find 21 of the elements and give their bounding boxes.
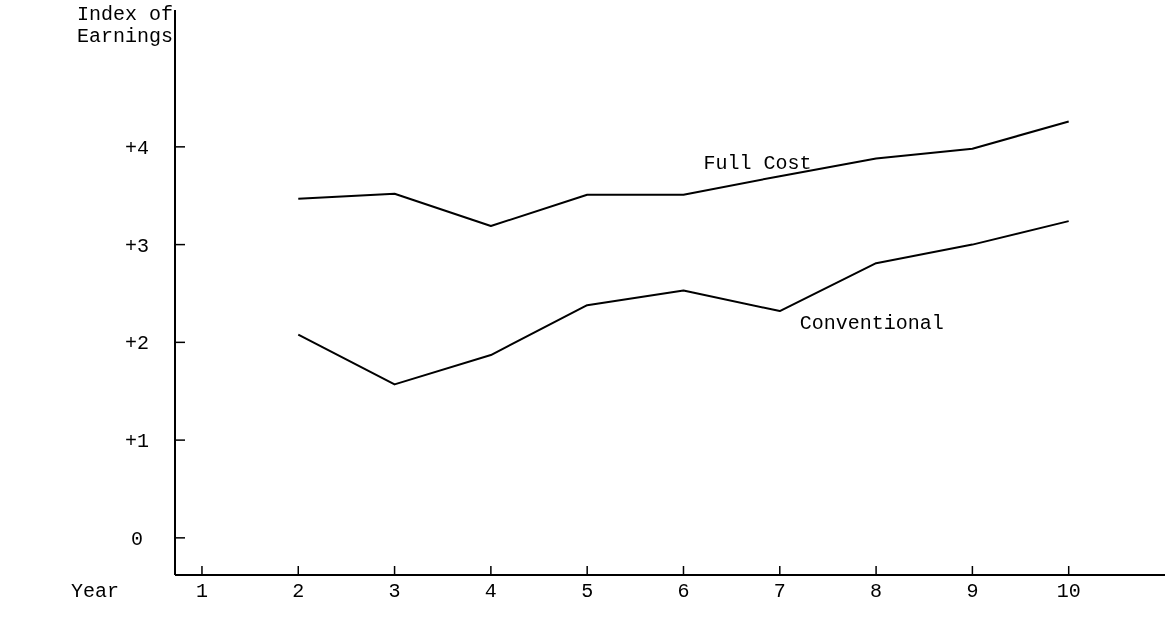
x-tick-label: 9: [966, 580, 979, 603]
y-axis-title: Index of Earnings: [76, 3, 173, 48]
series-label: Conventional: [799, 312, 944, 336]
x-tick-label: 3: [388, 580, 401, 603]
y-tick-label: 0: [130, 527, 144, 551]
line-series: [297, 220, 1070, 386]
x-tick-label: 6: [677, 580, 690, 603]
y-tick-label: +1: [124, 430, 150, 454]
x-tick-label: 2: [292, 580, 305, 603]
x-tick-label: 1: [195, 580, 208, 603]
x-tick-label: 5: [581, 580, 594, 603]
series-label: Full Cost: [703, 151, 812, 175]
y-tick-label: +4: [124, 136, 150, 160]
line-series: [297, 120, 1070, 228]
x-tick-label: 8: [870, 580, 883, 603]
y-tick-label: +3: [124, 234, 150, 258]
x-tick-label: 10: [1056, 580, 1081, 603]
y-tick-label: +2: [124, 332, 150, 356]
x-axis-title: Year: [70, 580, 120, 603]
x-tick-label: 4: [484, 580, 497, 603]
x-tick-label: 7: [773, 580, 786, 603]
